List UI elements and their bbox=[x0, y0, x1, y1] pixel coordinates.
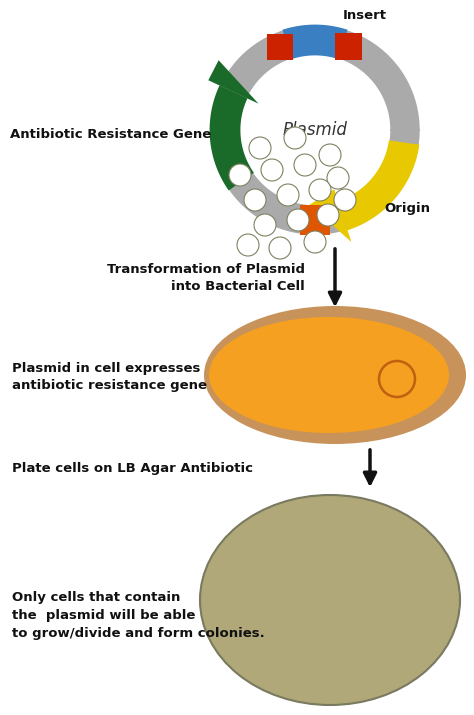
Polygon shape bbox=[338, 140, 419, 230]
Text: Transformation of Plasmid
into Bacterial Cell: Transformation of Plasmid into Bacterial… bbox=[107, 263, 305, 293]
Circle shape bbox=[334, 189, 356, 211]
Circle shape bbox=[269, 237, 291, 259]
Bar bbox=[300, 204, 330, 235]
Circle shape bbox=[319, 144, 341, 166]
Circle shape bbox=[309, 179, 331, 201]
Polygon shape bbox=[283, 24, 347, 59]
Text: Only cells that contain
the  plasmid will be able
to grow/divide and form coloni: Only cells that contain the plasmid will… bbox=[12, 591, 265, 639]
Circle shape bbox=[317, 204, 339, 226]
Text: Plate cells on LB Agar Antibiotic: Plate cells on LB Agar Antibiotic bbox=[12, 462, 253, 475]
Circle shape bbox=[277, 184, 299, 206]
Circle shape bbox=[254, 214, 276, 236]
Circle shape bbox=[294, 154, 316, 176]
Text: Plasmid: Plasmid bbox=[283, 121, 347, 139]
Circle shape bbox=[304, 231, 326, 253]
Bar bbox=[266, 34, 293, 61]
Ellipse shape bbox=[204, 306, 466, 444]
Circle shape bbox=[327, 167, 349, 189]
Circle shape bbox=[229, 164, 251, 186]
Text: Insert: Insert bbox=[343, 9, 387, 22]
Circle shape bbox=[287, 209, 309, 231]
Bar bbox=[336, 34, 362, 60]
Polygon shape bbox=[310, 189, 351, 242]
Circle shape bbox=[244, 189, 266, 211]
Polygon shape bbox=[211, 26, 419, 234]
Text: Origin: Origin bbox=[384, 202, 431, 214]
Circle shape bbox=[237, 234, 259, 256]
Circle shape bbox=[284, 127, 306, 149]
Circle shape bbox=[249, 137, 271, 159]
Ellipse shape bbox=[200, 495, 460, 705]
Text: Antibiotic Resistance Gene: Antibiotic Resistance Gene bbox=[10, 129, 211, 142]
Text: Plasmid in cell expresses
antibiotic resistance gene: Plasmid in cell expresses antibiotic res… bbox=[12, 362, 207, 392]
Polygon shape bbox=[208, 60, 258, 104]
Circle shape bbox=[261, 159, 283, 181]
Polygon shape bbox=[210, 86, 254, 190]
Ellipse shape bbox=[209, 317, 449, 433]
